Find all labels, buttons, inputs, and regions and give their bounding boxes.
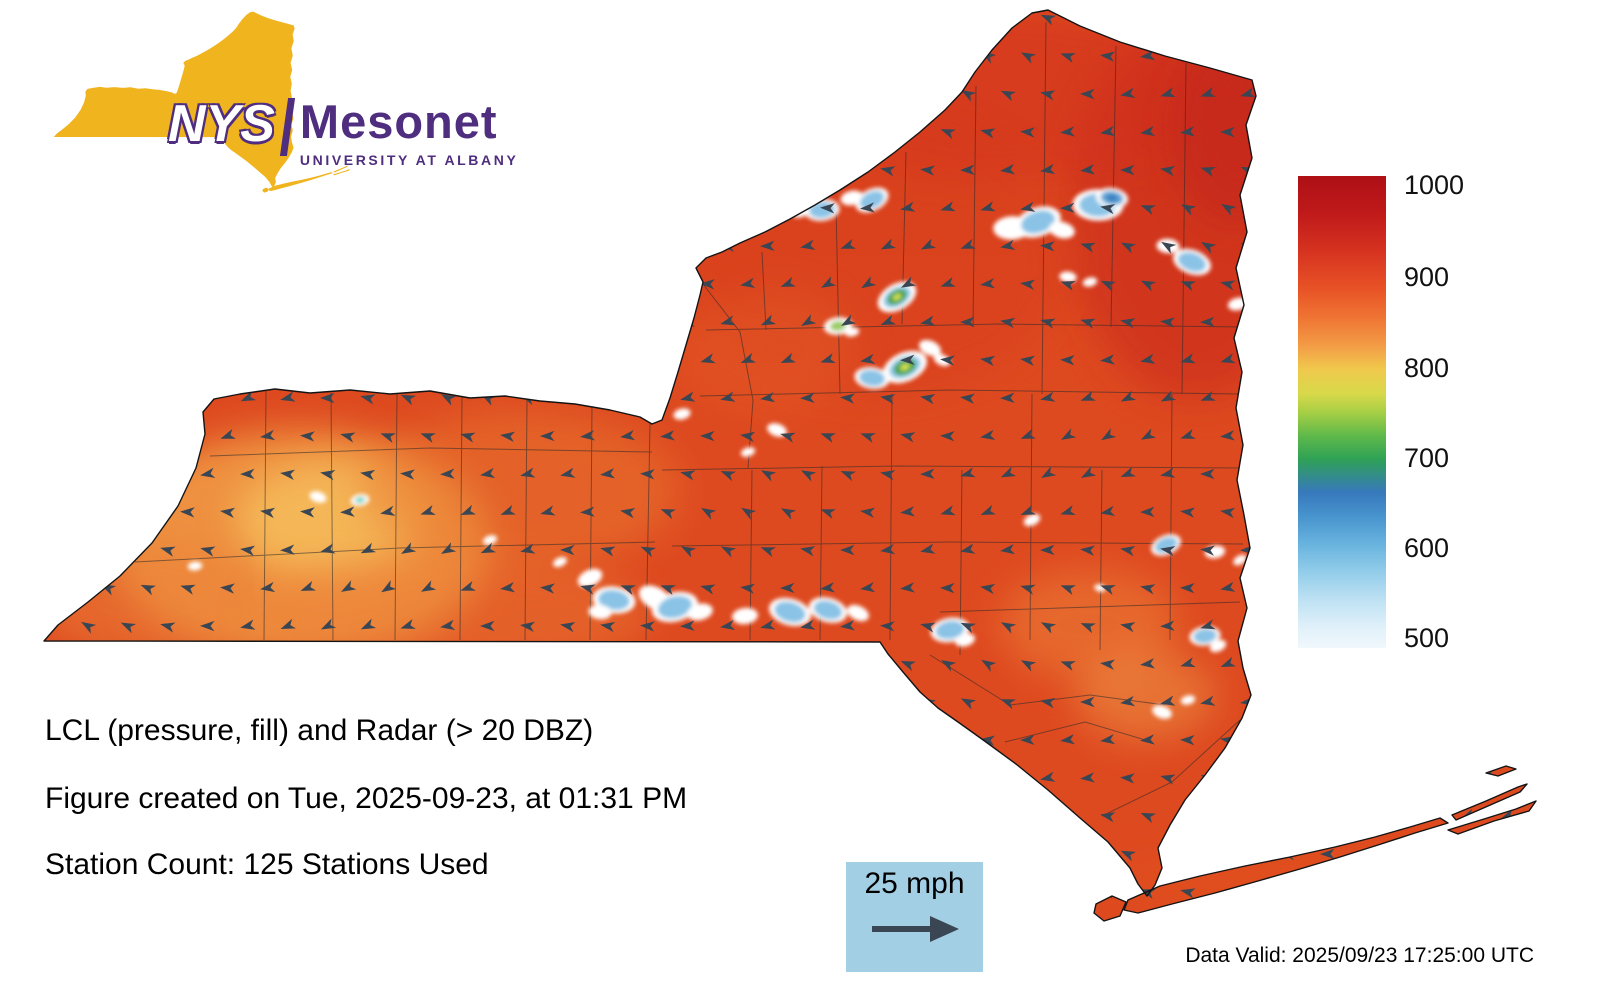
radar-echo-layer (187, 187, 1249, 719)
wind-scale-legend: 25 mph (846, 862, 983, 972)
logo-wordmark: Mesonet UNIVERSITY AT ALBANY (300, 98, 518, 168)
figure-created-line: Figure created on Tue, 2025-09-23, at 01… (45, 782, 688, 815)
logo-divider (279, 98, 295, 156)
logo-text: NYS Mesonet UNIVERSITY AT ALBANY (168, 98, 518, 168)
nys-mesonet-logo: NYS Mesonet UNIVERSITY AT ALBANY (52, 6, 516, 206)
logo-name: Mesonet (299, 95, 498, 148)
wind-scale-label: 25 mph (864, 867, 965, 900)
figure-title: LCL (pressure, fill) and Radar (> 20 DBZ… (45, 714, 594, 747)
wind-scale-arrow-icon (872, 916, 959, 942)
logo-affiliation: UNIVERSITY AT ALBANY (299, 152, 519, 168)
data-valid-timestamp: Data Valid: 2025/09/23 17:25:00 UTC (1185, 944, 1534, 967)
station-count-line: Station Count: 125 Stations Used (45, 848, 489, 881)
logo-acronym: NYS (168, 95, 275, 153)
